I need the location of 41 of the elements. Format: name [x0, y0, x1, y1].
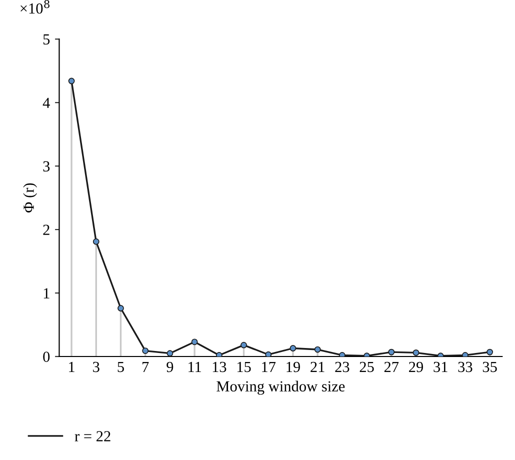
x-tick-label: 35: [482, 362, 497, 372]
point: [68, 78, 75, 84]
point: [412, 349, 420, 356]
x-tick-label: 19: [286, 362, 300, 372]
x-tick-label: 29: [409, 362, 424, 372]
legend-label: r = 22: [74, 431, 110, 442]
x-tick-label: 17: [262, 362, 276, 372]
text: ×10$^{8}$: [20, 0, 50, 14]
point: [191, 338, 198, 346]
x-tick-label: 21: [310, 362, 324, 372]
point: [92, 238, 100, 245]
point: [388, 348, 395, 356]
point: [486, 348, 494, 356]
x-tick-label: 15: [237, 362, 251, 372]
x-axis-title: Moving window size: [216, 380, 345, 395]
y-tick-label: 1: [44, 288, 50, 298]
x-tick-label: 7: [142, 362, 149, 372]
x-tick-label: 25: [360, 362, 374, 372]
x-tick-label: 9: [166, 362, 174, 372]
point: [265, 351, 272, 356]
x-tick-label: 27: [384, 362, 399, 372]
x-tick-label: 1: [69, 362, 74, 372]
x-tick-label: 33: [458, 362, 472, 372]
point: [314, 346, 321, 353]
y-tick-label: 4: [42, 98, 50, 108]
x-tick-label: 11: [188, 362, 201, 372]
x-tick-label: 31: [434, 362, 448, 372]
y-tick-label: 5: [43, 34, 50, 45]
x-tick-label: 3: [93, 362, 100, 372]
y-tick-label: 0: [43, 352, 50, 362]
y-axis-title: Φ (r): [23, 183, 38, 212]
point: [118, 305, 124, 312]
x-tick-label: 23: [335, 362, 350, 372]
y-tick-label: 2: [43, 224, 50, 235]
point: [142, 348, 149, 354]
point: [240, 342, 247, 348]
y-tick-label: 3: [43, 161, 50, 172]
x-tick-label: 13: [212, 362, 226, 372]
point: [166, 350, 174, 356]
x-tick-label: 5: [118, 362, 124, 372]
point: [290, 345, 296, 352]
